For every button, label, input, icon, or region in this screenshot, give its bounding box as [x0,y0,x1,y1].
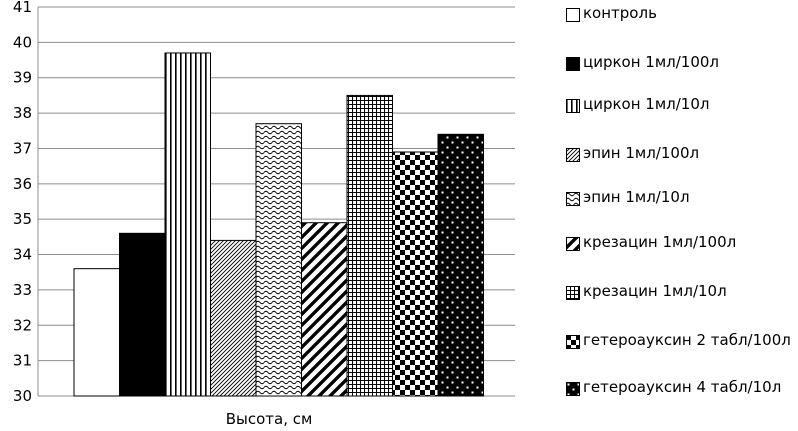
x-category-label: Высота, см [226,410,313,428]
legend-label: циркон 1мл/100л [583,53,720,71]
y-tick-label: 31 [13,352,32,370]
legend-item-9: гетероауксин 4 табл/10л [566,377,795,398]
legend-item-2: циркон 1мл/100л [566,52,795,73]
y-tick-label: 35 [13,210,32,228]
legend-label: гетероауксин 2 табл/100л [583,331,791,349]
legend-swatch [566,8,580,22]
legend-swatch [566,57,580,71]
legend-label: крезацин 1мл/10л [583,282,727,300]
y-tick-label: 39 [13,69,32,87]
legend-label: контроль [583,4,657,22]
legend-item-3: циркон 1мл/10л [566,94,795,115]
legend-label: циркон 1мл/10л [583,95,710,113]
bars [73,52,484,397]
bar-9 [437,133,484,397]
legend-swatch [566,192,580,206]
legend-item-4: эпин 1мл/100л [566,143,795,164]
bar-chart: 30 31 32 33 34 35 36 37 38 39 40 41 Высота, см [13,0,515,428]
y-tick-label: 40 [13,33,32,51]
legend-item-7: крезацин 1мл/10л [566,281,795,302]
y-axis-ticks: 30 31 32 33 34 35 36 37 38 39 40 41 [13,0,32,405]
legend-swatch [566,237,580,251]
bar-1 [73,268,120,397]
legend: контроль циркон 1мл/100л циркон 1мл/10л эпи… [566,0,798,431]
legend-swatch [566,99,580,113]
legend-label: эпин 1мл/100л [583,144,700,162]
y-tick-label: 37 [13,139,32,157]
legend-swatch [566,148,580,162]
bar-8 [392,151,439,397]
bar-6 [301,222,348,397]
y-tick-label: 32 [13,316,32,334]
legend-label: крезацин 1мл/100л [583,233,737,251]
bar-3 [164,52,211,397]
legend-item-5: эпин 1мл/10л [566,187,795,208]
legend-item-1: контроль [566,3,795,24]
bar-7 [346,94,393,397]
y-tick-label: 34 [13,246,32,264]
y-tick-label: 30 [13,387,32,405]
y-tick-label: 41 [13,0,32,16]
y-tick-label: 33 [13,281,32,299]
bar-5 [255,123,302,397]
legend-swatch [566,286,580,300]
y-tick-label: 38 [13,104,32,122]
legend-item-6: крезацин 1мл/100л [566,232,795,253]
y-tick-label: 36 [13,175,32,193]
legend-swatch [566,382,580,396]
legend-label: гетероауксин 4 табл/10л [583,378,782,396]
legend-item-8: гетероауксин 2 табл/100л [566,330,795,351]
legend-label: эпин 1мл/10л [583,188,690,206]
bar-4 [210,239,257,397]
bar-2 [119,232,166,397]
legend-swatch [566,335,580,349]
